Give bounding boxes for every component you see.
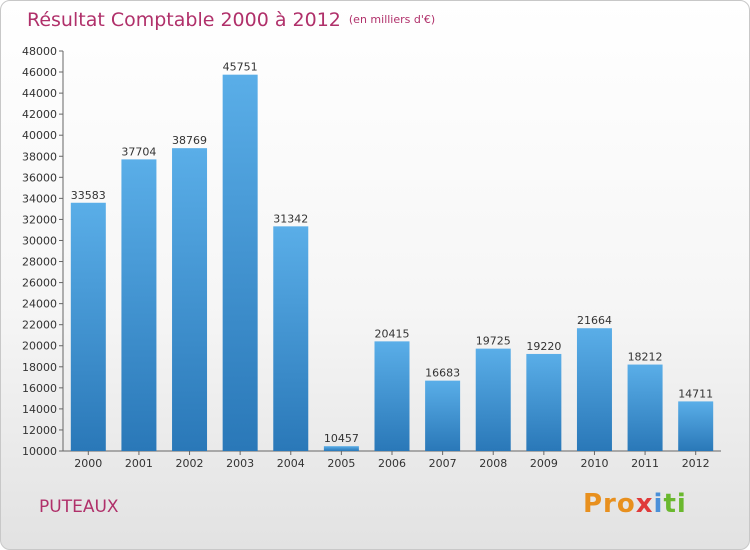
y-tick-label: 14000 <box>22 403 57 416</box>
title-unit: (en milliers d'€) <box>348 13 436 26</box>
y-tick-label: 28000 <box>22 256 57 269</box>
data-label-2003: 45751 <box>223 61 258 74</box>
y-tick-label: 38000 <box>22 150 57 163</box>
data-label-2009: 19220 <box>526 340 561 353</box>
y-tick-label: 12000 <box>22 424 57 437</box>
bar-2007 <box>425 380 461 451</box>
x-tick-label: 2010 <box>580 457 608 470</box>
bar-2011 <box>627 364 663 451</box>
y-tick-label: 26000 <box>22 277 57 290</box>
bar-2004 <box>273 226 309 451</box>
data-label-2001: 37704 <box>121 145 156 158</box>
y-tick-label: 36000 <box>22 171 57 184</box>
data-label-2011: 18212 <box>628 351 663 364</box>
data-label-2004: 31342 <box>273 212 308 225</box>
y-tick-label: 42000 <box>22 108 57 121</box>
y-tick-label: 48000 <box>22 45 57 58</box>
place-name: PUTEAUX <box>39 497 119 517</box>
bar-2012 <box>678 401 714 451</box>
x-tick-label: 2009 <box>530 457 558 470</box>
proxiti-logo: Proxiti <box>583 489 687 519</box>
bar-2009 <box>526 353 562 451</box>
x-tick-label: 2011 <box>631 457 659 470</box>
bar-2000 <box>70 202 106 451</box>
x-tick-label: 2000 <box>74 457 102 470</box>
bar-2001 <box>121 159 157 451</box>
x-tick-label: 2005 <box>327 457 355 470</box>
bar-2008 <box>475 348 511 451</box>
data-label-2002: 38769 <box>172 134 207 147</box>
x-tick-label: 2001 <box>125 457 153 470</box>
bar-2002 <box>172 148 208 451</box>
bar-2010 <box>576 328 612 451</box>
data-label-2005: 10457 <box>324 432 359 445</box>
data-label-2000: 33583 <box>71 189 106 202</box>
data-label-2007: 16683 <box>425 367 460 380</box>
y-tick-label: 20000 <box>22 340 57 353</box>
x-axis: 2000 2001 2002 2003 2004 2005 2006 2007 2008 2009… <box>63 450 721 470</box>
bar-2006 <box>374 341 410 451</box>
bar-2005 <box>323 446 359 451</box>
x-tick-label: 2008 <box>479 457 507 470</box>
y-tick-label: 10000 <box>22 445 57 458</box>
title-text: Résultat Comptable 2000 à 2012 <box>27 9 341 31</box>
y-tick-label: 30000 <box>22 234 57 247</box>
chart-title: Résultat Comptable 2000 à 2012 (en millie… <box>27 9 435 31</box>
bar-2003 <box>222 74 258 452</box>
x-tick-label: 2012 <box>682 457 710 470</box>
y-tick-label: 32000 <box>22 213 57 226</box>
y-tick-label: 34000 <box>22 192 57 205</box>
x-tick-label: 2004 <box>277 457 305 470</box>
x-tick-label: 2003 <box>226 457 254 470</box>
data-label-2008: 19725 <box>476 335 511 348</box>
bars-group <box>70 74 714 452</box>
y-tick-label: 44000 <box>22 87 57 100</box>
y-tick-label: 46000 <box>22 66 57 79</box>
data-label-2006: 20415 <box>375 327 410 340</box>
y-axis: 10000 12000 14000 16000 18000 20000 22000 24000… <box>22 45 64 458</box>
y-tick-label: 22000 <box>22 319 57 332</box>
y-tick-label: 18000 <box>22 361 57 374</box>
y-tick-label: 40000 <box>22 129 57 142</box>
x-tick-label: 2002 <box>176 457 204 470</box>
data-labels-group: 33583 37704 38769 45751 31342 10457 20415 16683… <box>71 61 713 446</box>
x-tick-label: 2006 <box>378 457 406 470</box>
y-tick-label: 24000 <box>22 298 57 311</box>
y-tick-label: 16000 <box>22 382 57 395</box>
data-label-2012: 14711 <box>678 387 713 400</box>
x-tick-label: 2007 <box>429 457 457 470</box>
data-label-2010: 21664 <box>577 314 612 327</box>
